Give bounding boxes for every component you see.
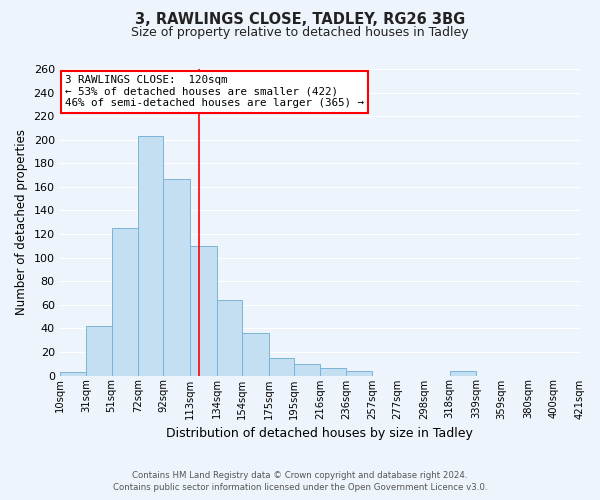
Bar <box>190 246 217 376</box>
Y-axis label: Number of detached properties: Number of detached properties <box>15 130 28 316</box>
Bar <box>294 364 320 376</box>
Bar <box>346 371 373 376</box>
Bar <box>59 372 86 376</box>
Bar <box>163 178 190 376</box>
Text: 3 RAWLINGS CLOSE:  120sqm
← 53% of detached houses are smaller (422)
46% of semi: 3 RAWLINGS CLOSE: 120sqm ← 53% of detach… <box>65 75 364 108</box>
Bar <box>86 326 112 376</box>
Bar <box>320 368 346 376</box>
Bar <box>112 228 138 376</box>
Text: Size of property relative to detached houses in Tadley: Size of property relative to detached ho… <box>131 26 469 39</box>
Bar <box>269 358 294 376</box>
Text: 3, RAWLINGS CLOSE, TADLEY, RG26 3BG: 3, RAWLINGS CLOSE, TADLEY, RG26 3BG <box>135 12 465 28</box>
Text: Contains HM Land Registry data © Crown copyright and database right 2024.
Contai: Contains HM Land Registry data © Crown c… <box>113 471 487 492</box>
X-axis label: Distribution of detached houses by size in Tadley: Distribution of detached houses by size … <box>166 427 473 440</box>
Bar <box>242 333 269 376</box>
Bar <box>217 300 242 376</box>
Bar <box>138 136 163 376</box>
Bar <box>449 371 476 376</box>
